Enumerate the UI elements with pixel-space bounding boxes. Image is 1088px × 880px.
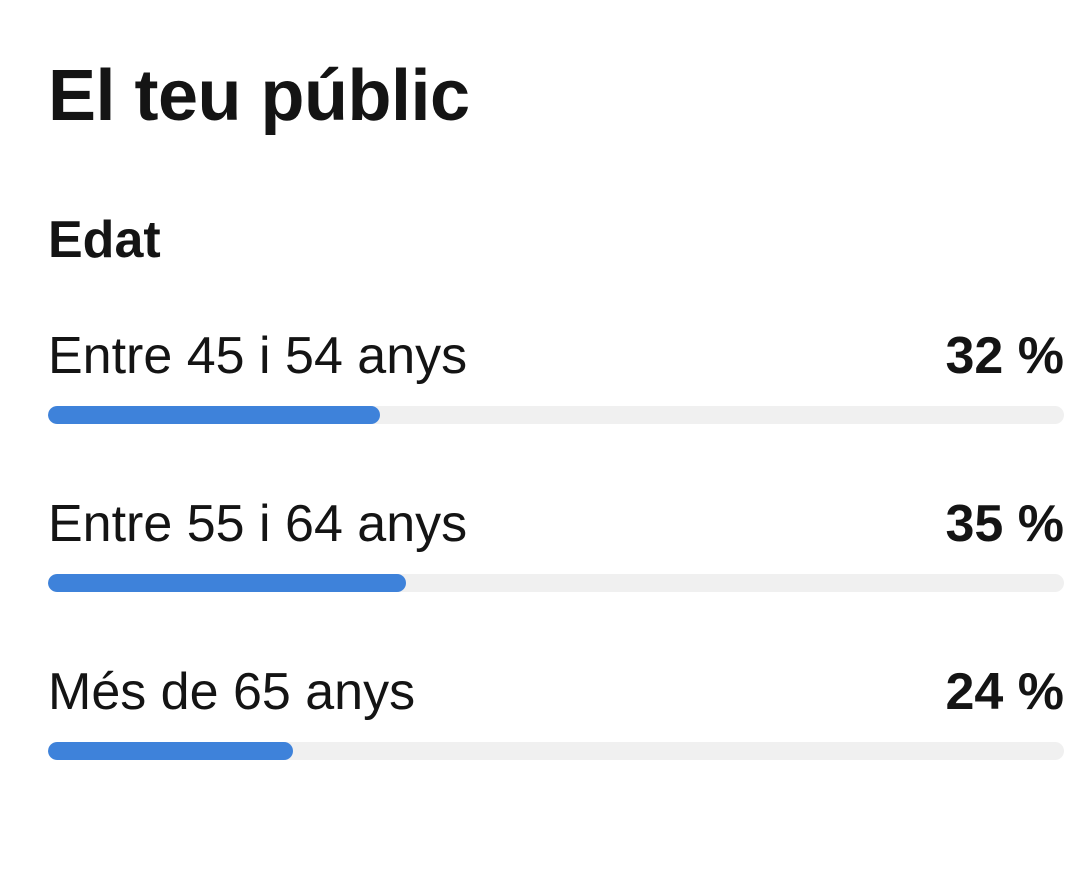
progress-fill: [48, 406, 381, 424]
age-row-percentage: 32 %: [945, 327, 1064, 385]
age-row-percentage: 35 %: [945, 495, 1064, 553]
progress-track: [48, 406, 1064, 424]
section-title-age: Edat: [48, 211, 161, 269]
progress-track: [48, 574, 1064, 592]
progress-fill: [48, 574, 406, 592]
page-title: El teu públic: [48, 56, 470, 136]
progress-track: [48, 742, 1064, 760]
age-row-label: Entre 55 i 64 anys: [48, 495, 468, 553]
age-row-65-plus: Més de 65 anys 24 %: [48, 660, 1064, 760]
age-row-label: Més de 65 anys: [48, 663, 416, 721]
progress-fill: [48, 742, 293, 760]
age-row-percentage: 24 %: [945, 663, 1064, 721]
age-row-45-54: Entre 45 i 54 anys 32 %: [48, 324, 1064, 424]
age-row-label: Entre 45 i 54 anys: [48, 327, 468, 385]
age-row-55-64: Entre 55 i 64 anys 35 %: [48, 492, 1064, 592]
